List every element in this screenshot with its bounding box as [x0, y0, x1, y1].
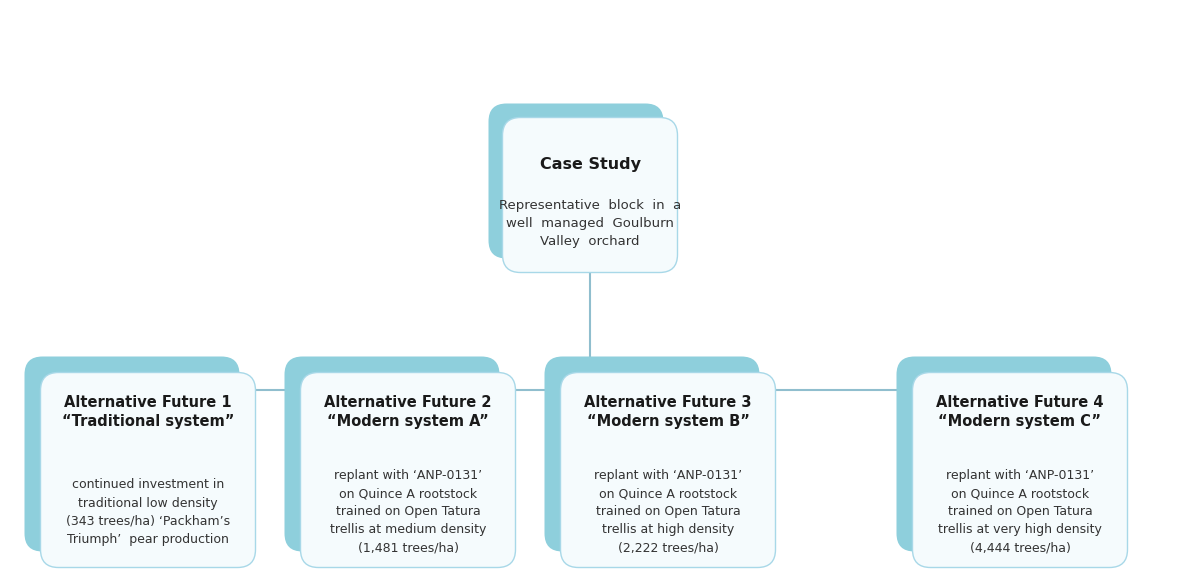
- FancyBboxPatch shape: [503, 118, 677, 272]
- FancyBboxPatch shape: [897, 356, 1112, 552]
- Text: replant with ‘ANP-0131’
on Quince A rootstock
trained on Open Tatura
trellis at : replant with ‘ANP-0131’ on Quince A root…: [938, 469, 1102, 554]
- FancyBboxPatch shape: [40, 373, 256, 567]
- FancyBboxPatch shape: [912, 373, 1128, 567]
- FancyBboxPatch shape: [284, 356, 499, 552]
- Text: continued investment in
traditional low density
(343 trees/ha) ‘Packham’s
Triump: continued investment in traditional low …: [66, 479, 230, 546]
- Text: Alternative Future 2
“Modern system A”: Alternative Future 2 “Modern system A”: [324, 395, 492, 429]
- Text: replant with ‘ANP-0131’
on Quince A rootstock
trained on Open Tatura
trellis at : replant with ‘ANP-0131’ on Quince A root…: [330, 469, 486, 554]
- Text: replant with ‘ANP-0131’
on Quince A rootstock
trained on Open Tatura
trellis at : replant with ‘ANP-0131’ on Quince A root…: [594, 469, 742, 554]
- FancyBboxPatch shape: [301, 373, 516, 567]
- FancyBboxPatch shape: [25, 356, 240, 552]
- FancyBboxPatch shape: [544, 356, 760, 552]
- FancyBboxPatch shape: [489, 103, 663, 259]
- Text: Alternative Future 1
“Traditional system”: Alternative Future 1 “Traditional system…: [61, 395, 234, 429]
- FancyBboxPatch shape: [560, 373, 775, 567]
- Text: Case Study: Case Study: [539, 158, 641, 172]
- Text: Alternative Future 4
“Modern system C”: Alternative Future 4 “Modern system C”: [936, 395, 1103, 429]
- Text: Representative  block  in  a
well  managed  Goulburn
Valley  orchard: Representative block in a well managed G…: [499, 199, 681, 248]
- Text: Alternative Future 3
“Modern system B”: Alternative Future 3 “Modern system B”: [584, 395, 752, 429]
